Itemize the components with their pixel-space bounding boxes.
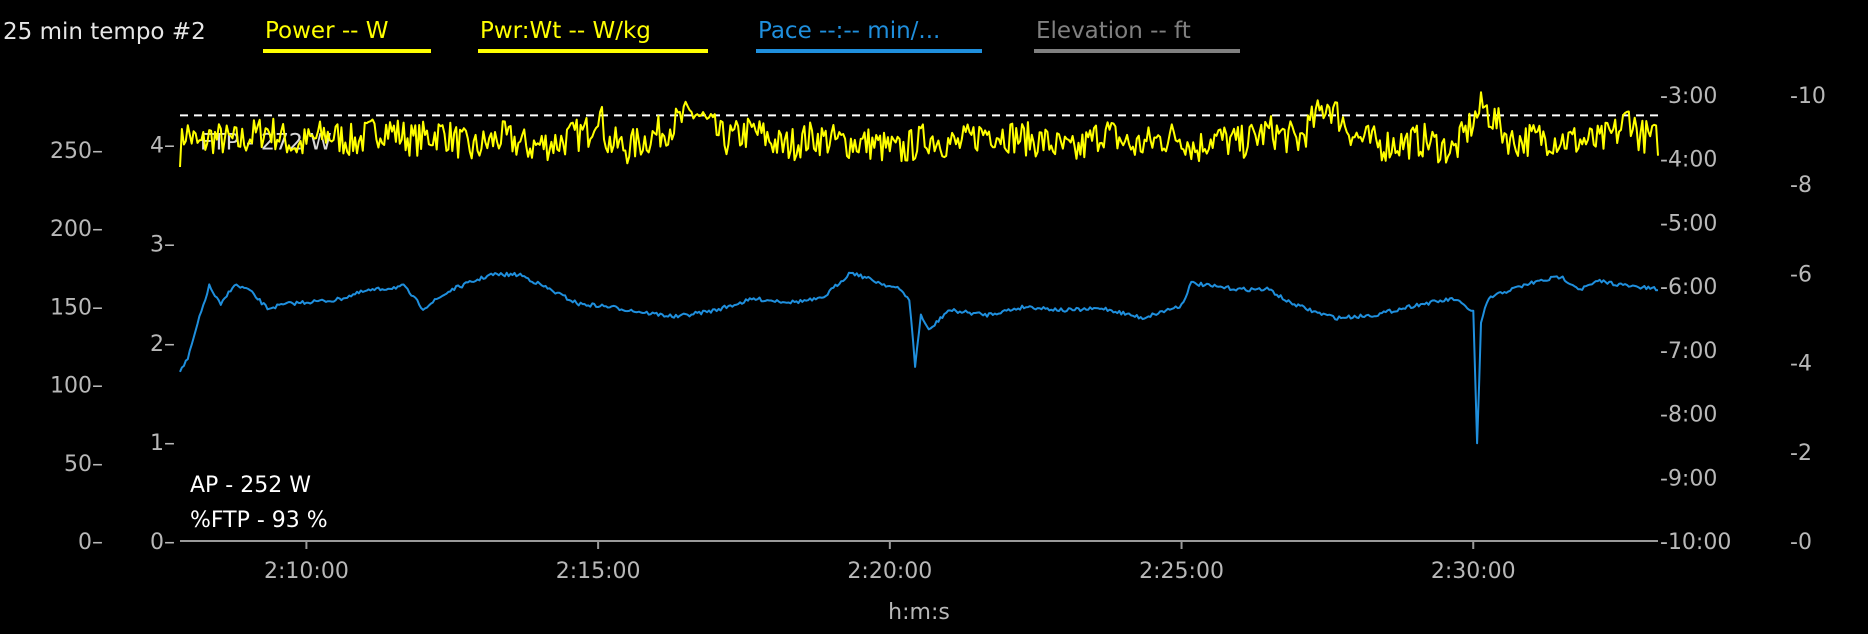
pwr-wt-axis-tick: 1– [150,431,175,456]
power-axis-tick: 50– [64,452,103,477]
pace-axis-tick: -6:00 [1660,275,1717,300]
legend-pwr-wt-label: Pwr:Wt -- W/kg [480,18,651,44]
x-tick-label: 2:15:00 [556,559,641,584]
elevation-axis-tick: -2 [1790,441,1812,466]
annotation-percent-ftp: %FTP - 93 % [190,508,328,533]
power-axis-tick: 250– [50,139,103,164]
pace-axis-tick: -7:00 [1660,339,1717,364]
elevation-axis-tick: -10 [1790,84,1826,109]
pace-axis-tick: -3:00 [1660,84,1717,109]
legend-elevation[interactable]: Elevation -- ft [1034,17,1240,53]
pwr-wt-axis-tick: 0– [150,530,175,555]
legend-power-swatch [263,49,431,53]
power-axis-tick: 100– [50,374,103,399]
annotation-average-power: AP - 252 W [190,473,311,498]
pace-axis-tick: -10:00 [1660,530,1731,555]
x-tick-label: 2:20:00 [847,559,932,584]
elevation-axis-tick: -8 [1790,173,1812,198]
elevation-axis-tick: -0 [1790,530,1812,555]
legend-power-label: Power -- W [265,18,389,44]
legend-elevation-label: Elevation -- ft [1036,18,1191,44]
legend-pace-swatch [756,49,982,53]
x-axis-label: h:m:s [888,600,950,625]
pace-axis-tick: -4:00 [1660,148,1717,173]
legend-pace-label: Pace --:-- min/... [758,18,941,44]
power-axis-tick: 150– [50,295,103,320]
x-tick-label: 2:25:00 [1139,559,1224,584]
pwr-wt-axis-tick: 2– [150,332,175,357]
pwr-wt-axis-tick: 3– [150,233,175,258]
power-series-line [179,91,1659,168]
power-axis-tick: 0– [78,530,103,555]
pace-axis-tick: -9:00 [1660,466,1717,491]
pace-axis-tick: -8:00 [1660,403,1717,428]
legend-power[interactable]: Power -- W [263,17,431,53]
legend-elevation-swatch [1034,49,1240,53]
x-tick-label: 2:10:00 [264,559,349,584]
elevation-axis-tick: -4 [1790,352,1812,377]
chart-annotations: AP - 252 W %FTP - 93 % [190,473,328,533]
power-axis-tick: 200– [50,217,103,242]
chart-axes: 2:10:00 2:15:00 2:20:00 2:25:00 2:30:00 h:m:s… [50,84,1826,625]
pace-axis-tick: -5:00 [1660,211,1717,236]
pace-series-line [179,271,1659,445]
legend-pwr-wt[interactable]: Pwr:Wt -- W/kg [478,17,708,53]
x-tick-label: 2:30:00 [1431,559,1516,584]
activity-title: 25 min tempo #2 [3,19,206,45]
elevation-axis-tick: -6 [1790,262,1812,287]
chart-series [179,91,1659,445]
ftp-label: FTP - 272 W [200,130,332,155]
legend-pwr-wt-swatch [478,49,708,53]
chart-header: 25 min tempo #2 Power -- W Pwr:Wt -- W/k… [0,0,1868,58]
legend-pace[interactable]: Pace --:-- min/... [756,17,982,53]
pwr-wt-axis-tick: 4– [150,134,175,159]
